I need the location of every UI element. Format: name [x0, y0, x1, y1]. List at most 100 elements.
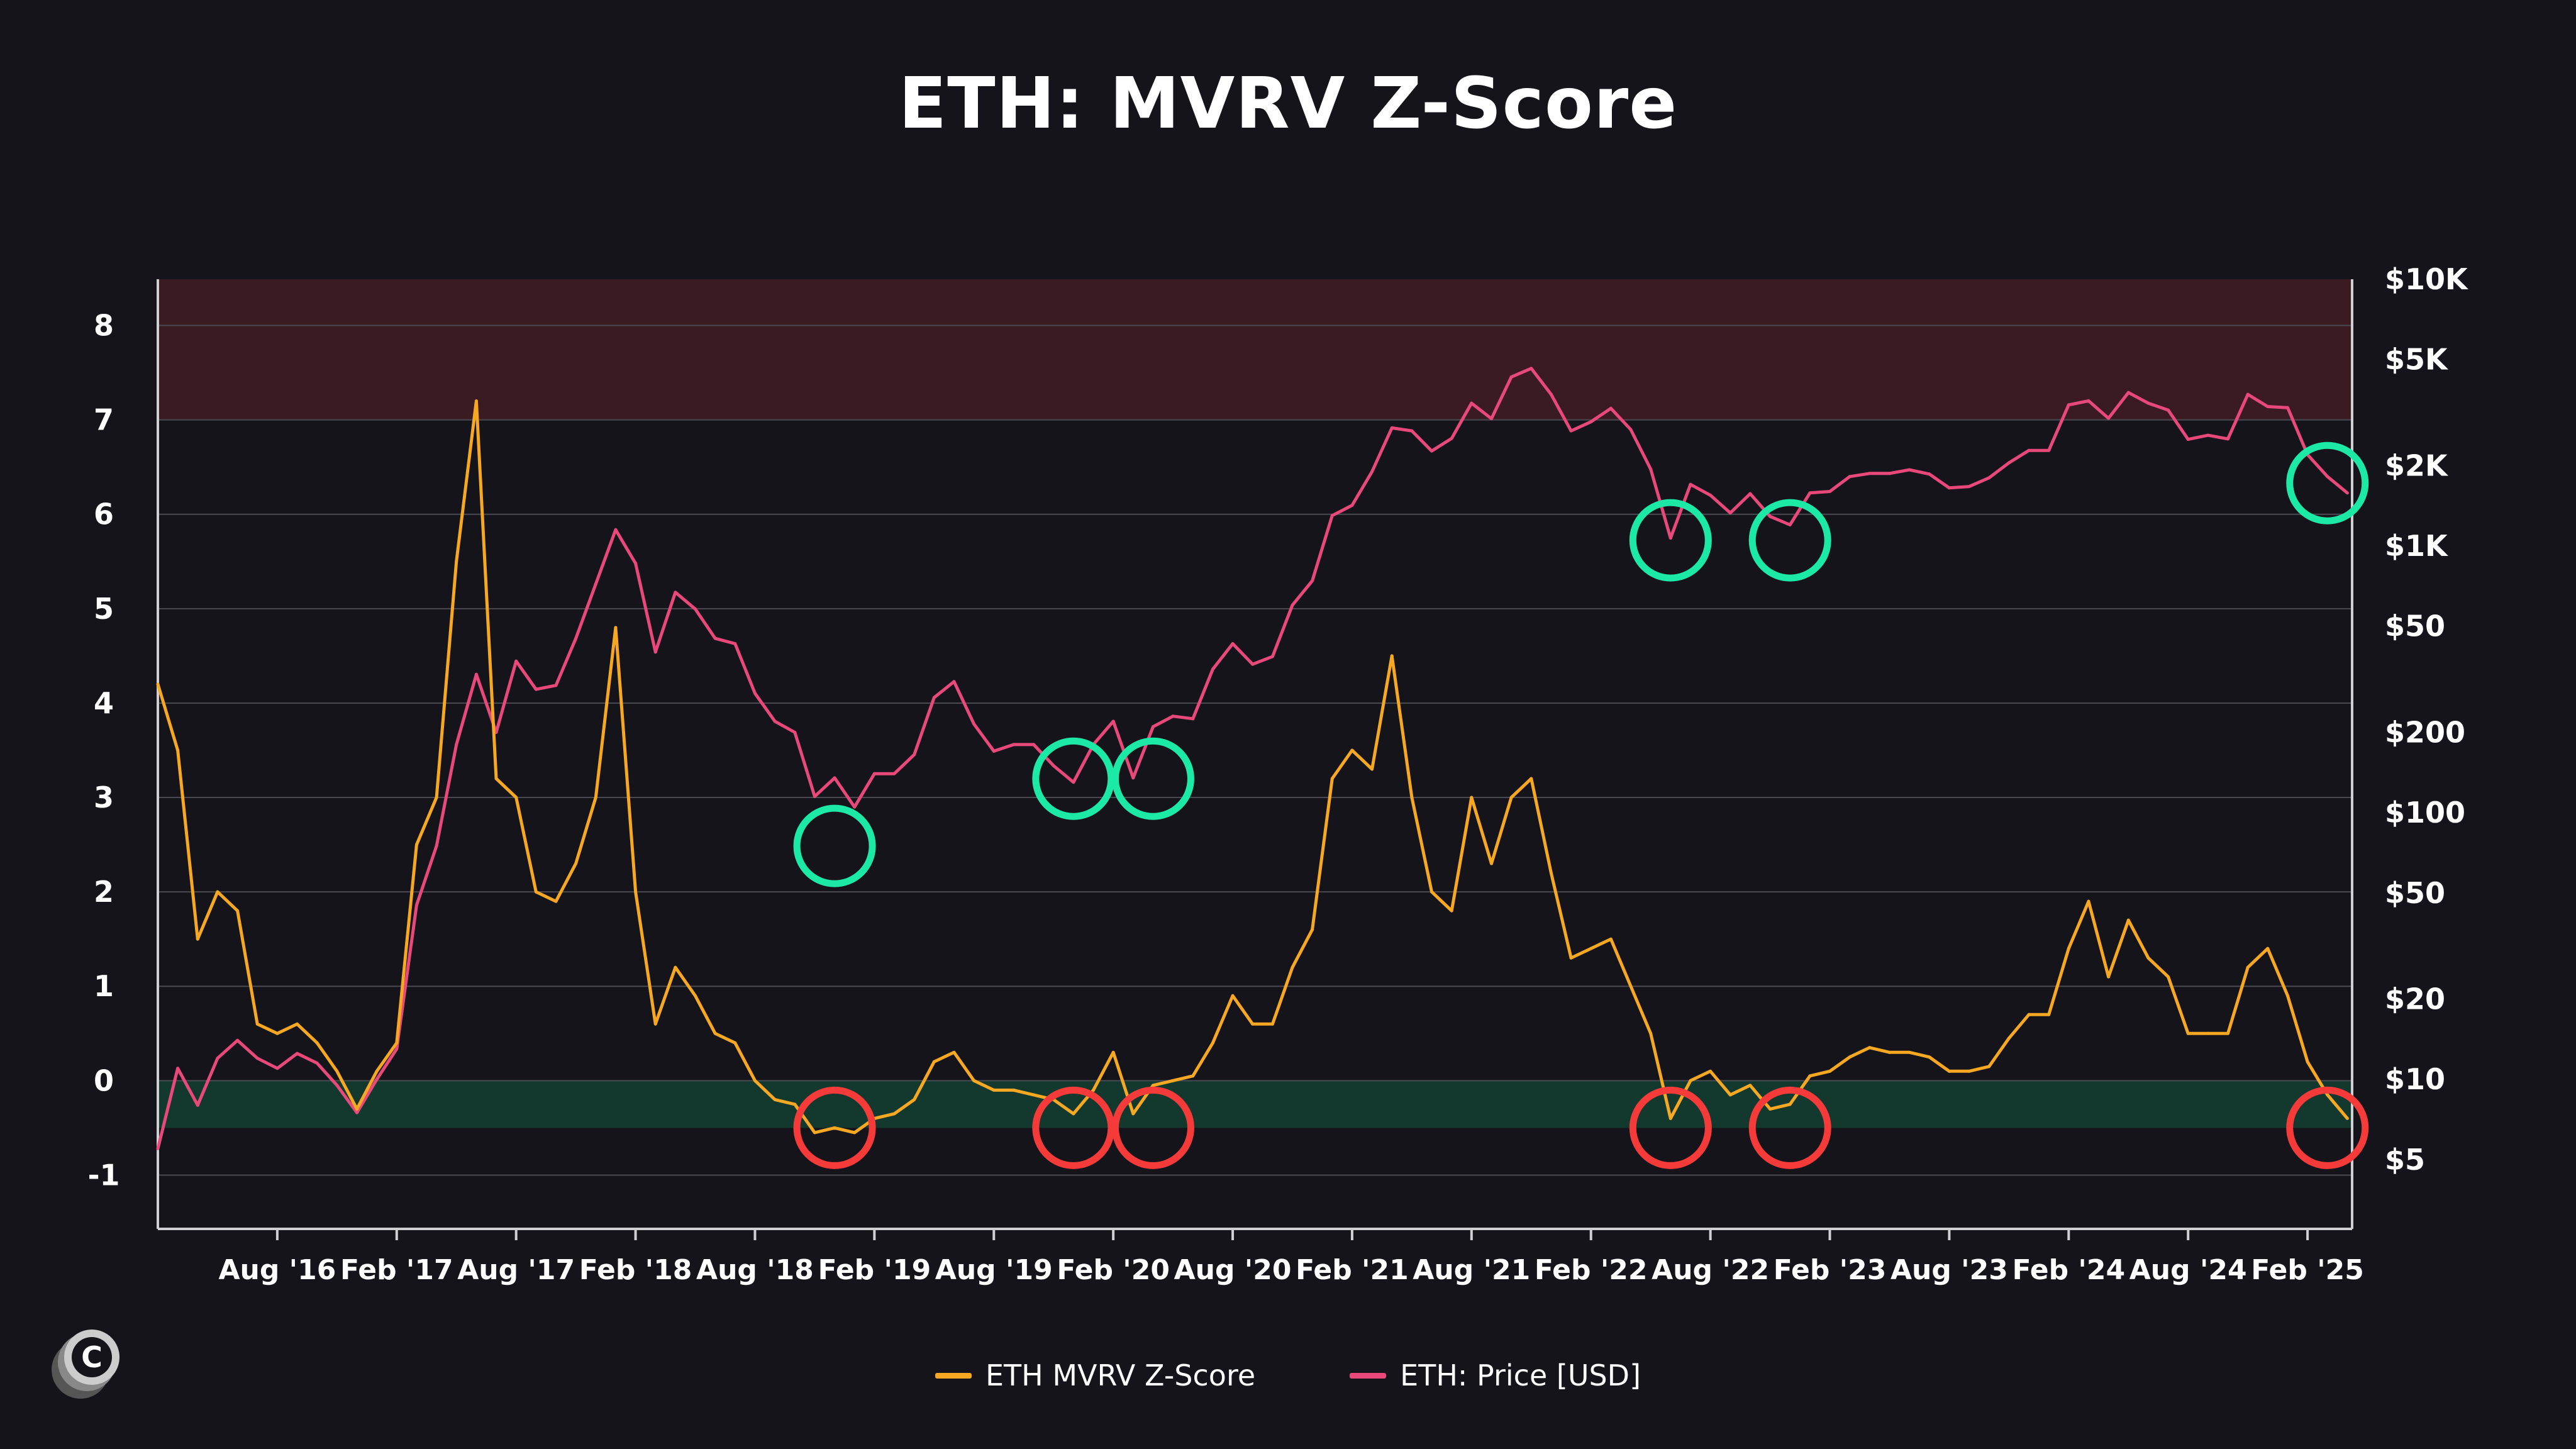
zscore-point: [1987, 1065, 1991, 1069]
zscore-point: [992, 1088, 996, 1092]
price-point: [1330, 514, 1334, 518]
price-point: [2126, 391, 2130, 394]
price-point: [614, 528, 618, 531]
price-point: [1967, 485, 1971, 489]
green-price-marker: [1032, 737, 1115, 820]
price-point: [474, 672, 478, 676]
zscore-point: [2306, 1060, 2309, 1063]
zscore-point: [196, 937, 199, 941]
legend-item-zscore[interactable]: ETH MVRV Z-Score: [935, 1358, 1255, 1392]
legend-item-price[interactable]: ETH: Price [USD]: [1350, 1358, 1641, 1392]
y-left-tick-label: 5: [94, 592, 114, 626]
x-tick-label: Feb '23: [1774, 1254, 1887, 1286]
zscore-point: [1111, 1050, 1115, 1054]
price-point: [1311, 579, 1314, 583]
zscore-point: [1270, 1022, 1274, 1026]
price-point: [1270, 655, 1274, 658]
price-point: [236, 1038, 240, 1042]
price-point: [2186, 438, 2190, 441]
zscore-point: [1629, 984, 1633, 988]
price-point: [455, 743, 458, 747]
price-point: [1808, 491, 1812, 495]
red-bottom-marker: [1748, 1086, 1831, 1169]
zscore-point: [156, 682, 160, 686]
zscore-point: [1191, 1074, 1195, 1078]
zscore-point: [813, 1131, 816, 1135]
price-point: [1788, 523, 1792, 526]
price-point: [1987, 476, 1991, 480]
zscore-point: [2326, 1093, 2329, 1097]
y-left-tick-label: 3: [94, 780, 114, 814]
legend-label-price: ETH: Price [USD]: [1400, 1358, 1641, 1392]
price-point: [2326, 475, 2329, 479]
price-point: [275, 1067, 279, 1070]
zscore-point: [1748, 1084, 1752, 1087]
price-point: [1848, 475, 1852, 479]
price-point: [1549, 392, 1553, 396]
price-point: [216, 1057, 219, 1060]
price-point: [892, 772, 896, 775]
price-point: [2206, 433, 2210, 437]
green-price-marker: [2286, 441, 2369, 525]
zscore-point: [1470, 796, 1474, 799]
zscore-point: [1350, 748, 1354, 752]
zscore-point: [1291, 965, 1294, 969]
price-point: [2246, 392, 2250, 396]
price-point: [1151, 725, 1155, 729]
zscore-point: [1668, 1116, 1672, 1120]
zscore-point: [1131, 1112, 1135, 1116]
price-point: [992, 749, 996, 753]
y-right-tick-label: $20: [2385, 982, 2445, 1016]
x-tick-label: Aug '19: [935, 1254, 1053, 1286]
price-point: [494, 730, 498, 734]
zscore-point: [1410, 796, 1414, 799]
price-point: [1291, 603, 1294, 607]
zscore-point: [1967, 1069, 1971, 1073]
zscore-point: [554, 899, 558, 903]
zscore-point: [1390, 654, 1394, 658]
zscore-point: [1589, 947, 1593, 950]
x-tick-label: Feb '22: [1535, 1254, 1648, 1286]
zscore-point: [455, 560, 458, 564]
price-point: [1430, 449, 1434, 453]
price-point: [514, 659, 518, 663]
x-tick-label: Feb '21: [1296, 1254, 1409, 1286]
zscore-point: [275, 1031, 279, 1035]
zscore-point: [2047, 1013, 2051, 1016]
undervalued-zone: [158, 1080, 2352, 1128]
price-point: [1907, 468, 1911, 472]
zscore-point: [2146, 956, 2150, 960]
zscore-point: [1609, 937, 1613, 941]
zscore-point: [1171, 1079, 1175, 1082]
zscore-point: [892, 1112, 896, 1116]
price-point: [1489, 417, 1493, 421]
y-left-tick-label: -1: [87, 1158, 119, 1192]
price-point: [1609, 406, 1613, 410]
price-point: [813, 794, 816, 798]
y-right-tick-label: $100: [2385, 796, 2465, 830]
price-point: [1569, 429, 1573, 433]
zscore-point: [674, 965, 677, 969]
chart-title: ETH: MVRV Z-Score: [898, 63, 1678, 145]
zscore-point: [1709, 1069, 1713, 1073]
y-right-tick-label: $2K: [2385, 448, 2449, 482]
legend-swatch-zscore: [935, 1372, 972, 1379]
zscore-point: [2186, 1031, 2190, 1035]
zscore-point: [2246, 965, 2250, 969]
price-point: [1928, 472, 1931, 476]
green-price-marker: [1629, 499, 1712, 582]
zscore-point: [494, 777, 498, 780]
logo-letter: C: [81, 1340, 103, 1374]
zscore-point: [2007, 1036, 2011, 1040]
price-point: [2027, 448, 2031, 452]
price-point: [1728, 511, 1732, 515]
price-point: [1410, 429, 1414, 433]
price-point: [2167, 408, 2170, 412]
zscore-point: [1947, 1069, 1951, 1073]
copyright-c-logo-icon: C: [52, 1330, 119, 1399]
zscore-point: [2226, 1031, 2230, 1035]
price-point: [1052, 763, 1055, 767]
zscore-point: [514, 796, 518, 799]
price-point: [2107, 416, 2111, 420]
zscore-point: [2345, 1116, 2349, 1120]
